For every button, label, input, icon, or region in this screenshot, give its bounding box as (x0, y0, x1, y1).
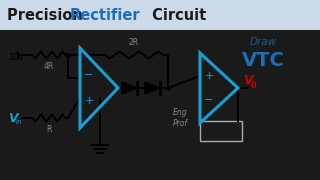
Text: 2R: 2R (129, 38, 139, 47)
Text: V: V (243, 73, 252, 87)
Text: Eng
Prof: Eng Prof (172, 108, 188, 128)
Text: V: V (8, 111, 18, 125)
Text: R: R (46, 125, 52, 134)
Text: −: − (84, 70, 94, 80)
Text: −: − (204, 95, 214, 105)
Text: Precision: Precision (7, 8, 88, 22)
Text: +: + (84, 96, 94, 106)
Bar (200, 121, 242, 141)
Polygon shape (122, 82, 137, 94)
Text: VTC: VTC (242, 51, 284, 69)
Text: +: + (204, 71, 214, 81)
Bar (0, 0, 320, 30)
Text: 0: 0 (251, 80, 257, 89)
Text: 10V: 10V (8, 53, 24, 62)
Text: in: in (15, 119, 21, 125)
Text: Draw: Draw (249, 37, 276, 47)
Polygon shape (145, 82, 160, 94)
Text: Circuit: Circuit (147, 8, 206, 22)
Text: 4R: 4R (44, 62, 54, 71)
Text: Rectifier: Rectifier (70, 8, 140, 22)
